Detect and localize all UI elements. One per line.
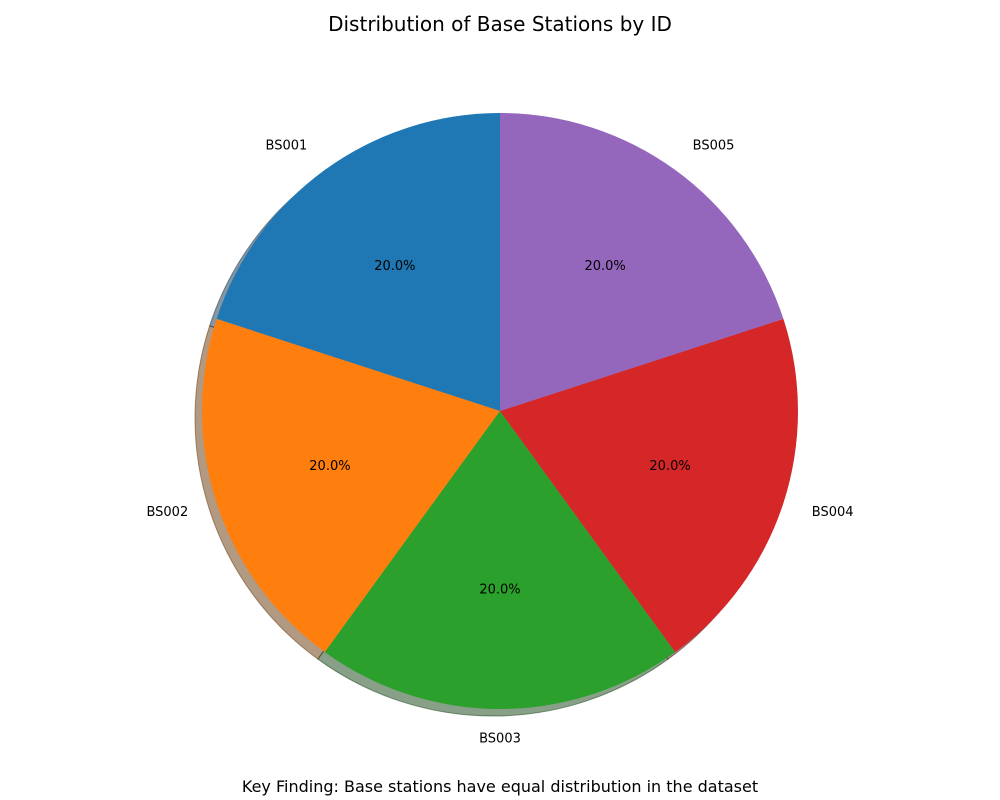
percent-label-bs002: 20.0%	[309, 459, 350, 474]
pie-slice-bs001	[216, 113, 501, 411]
category-label-bs003: BS003	[479, 731, 521, 746]
percent-label-bs003: 20.0%	[479, 582, 520, 597]
category-label-bs001: BS001	[266, 138, 308, 153]
category-label-bs004: BS004	[812, 505, 854, 520]
category-label-bs002: BS002	[146, 505, 188, 520]
pie-slice-bs004	[500, 318, 798, 653]
pie-slices	[202, 113, 798, 709]
pie-slice-bs003	[324, 411, 676, 709]
chart-title: Distribution of Base Stations by ID	[328, 12, 672, 36]
category-label-bs005: BS005	[693, 138, 735, 153]
percent-labels: 20.0% 20.0% 20.0% 20.0% 20.0%	[309, 259, 690, 597]
percent-label-bs001: 20.0%	[374, 259, 415, 274]
percent-label-bs004: 20.0%	[649, 459, 690, 474]
pie-slice-bs005	[500, 113, 784, 411]
percent-label-bs005: 20.0%	[584, 259, 625, 274]
key-finding-annotation: Key Finding: Base stations have equal di…	[242, 777, 758, 796]
pie-slice-bs002	[202, 318, 501, 653]
category-labels: BS001 BS002 BS003 BS004 BS005	[146, 138, 853, 746]
